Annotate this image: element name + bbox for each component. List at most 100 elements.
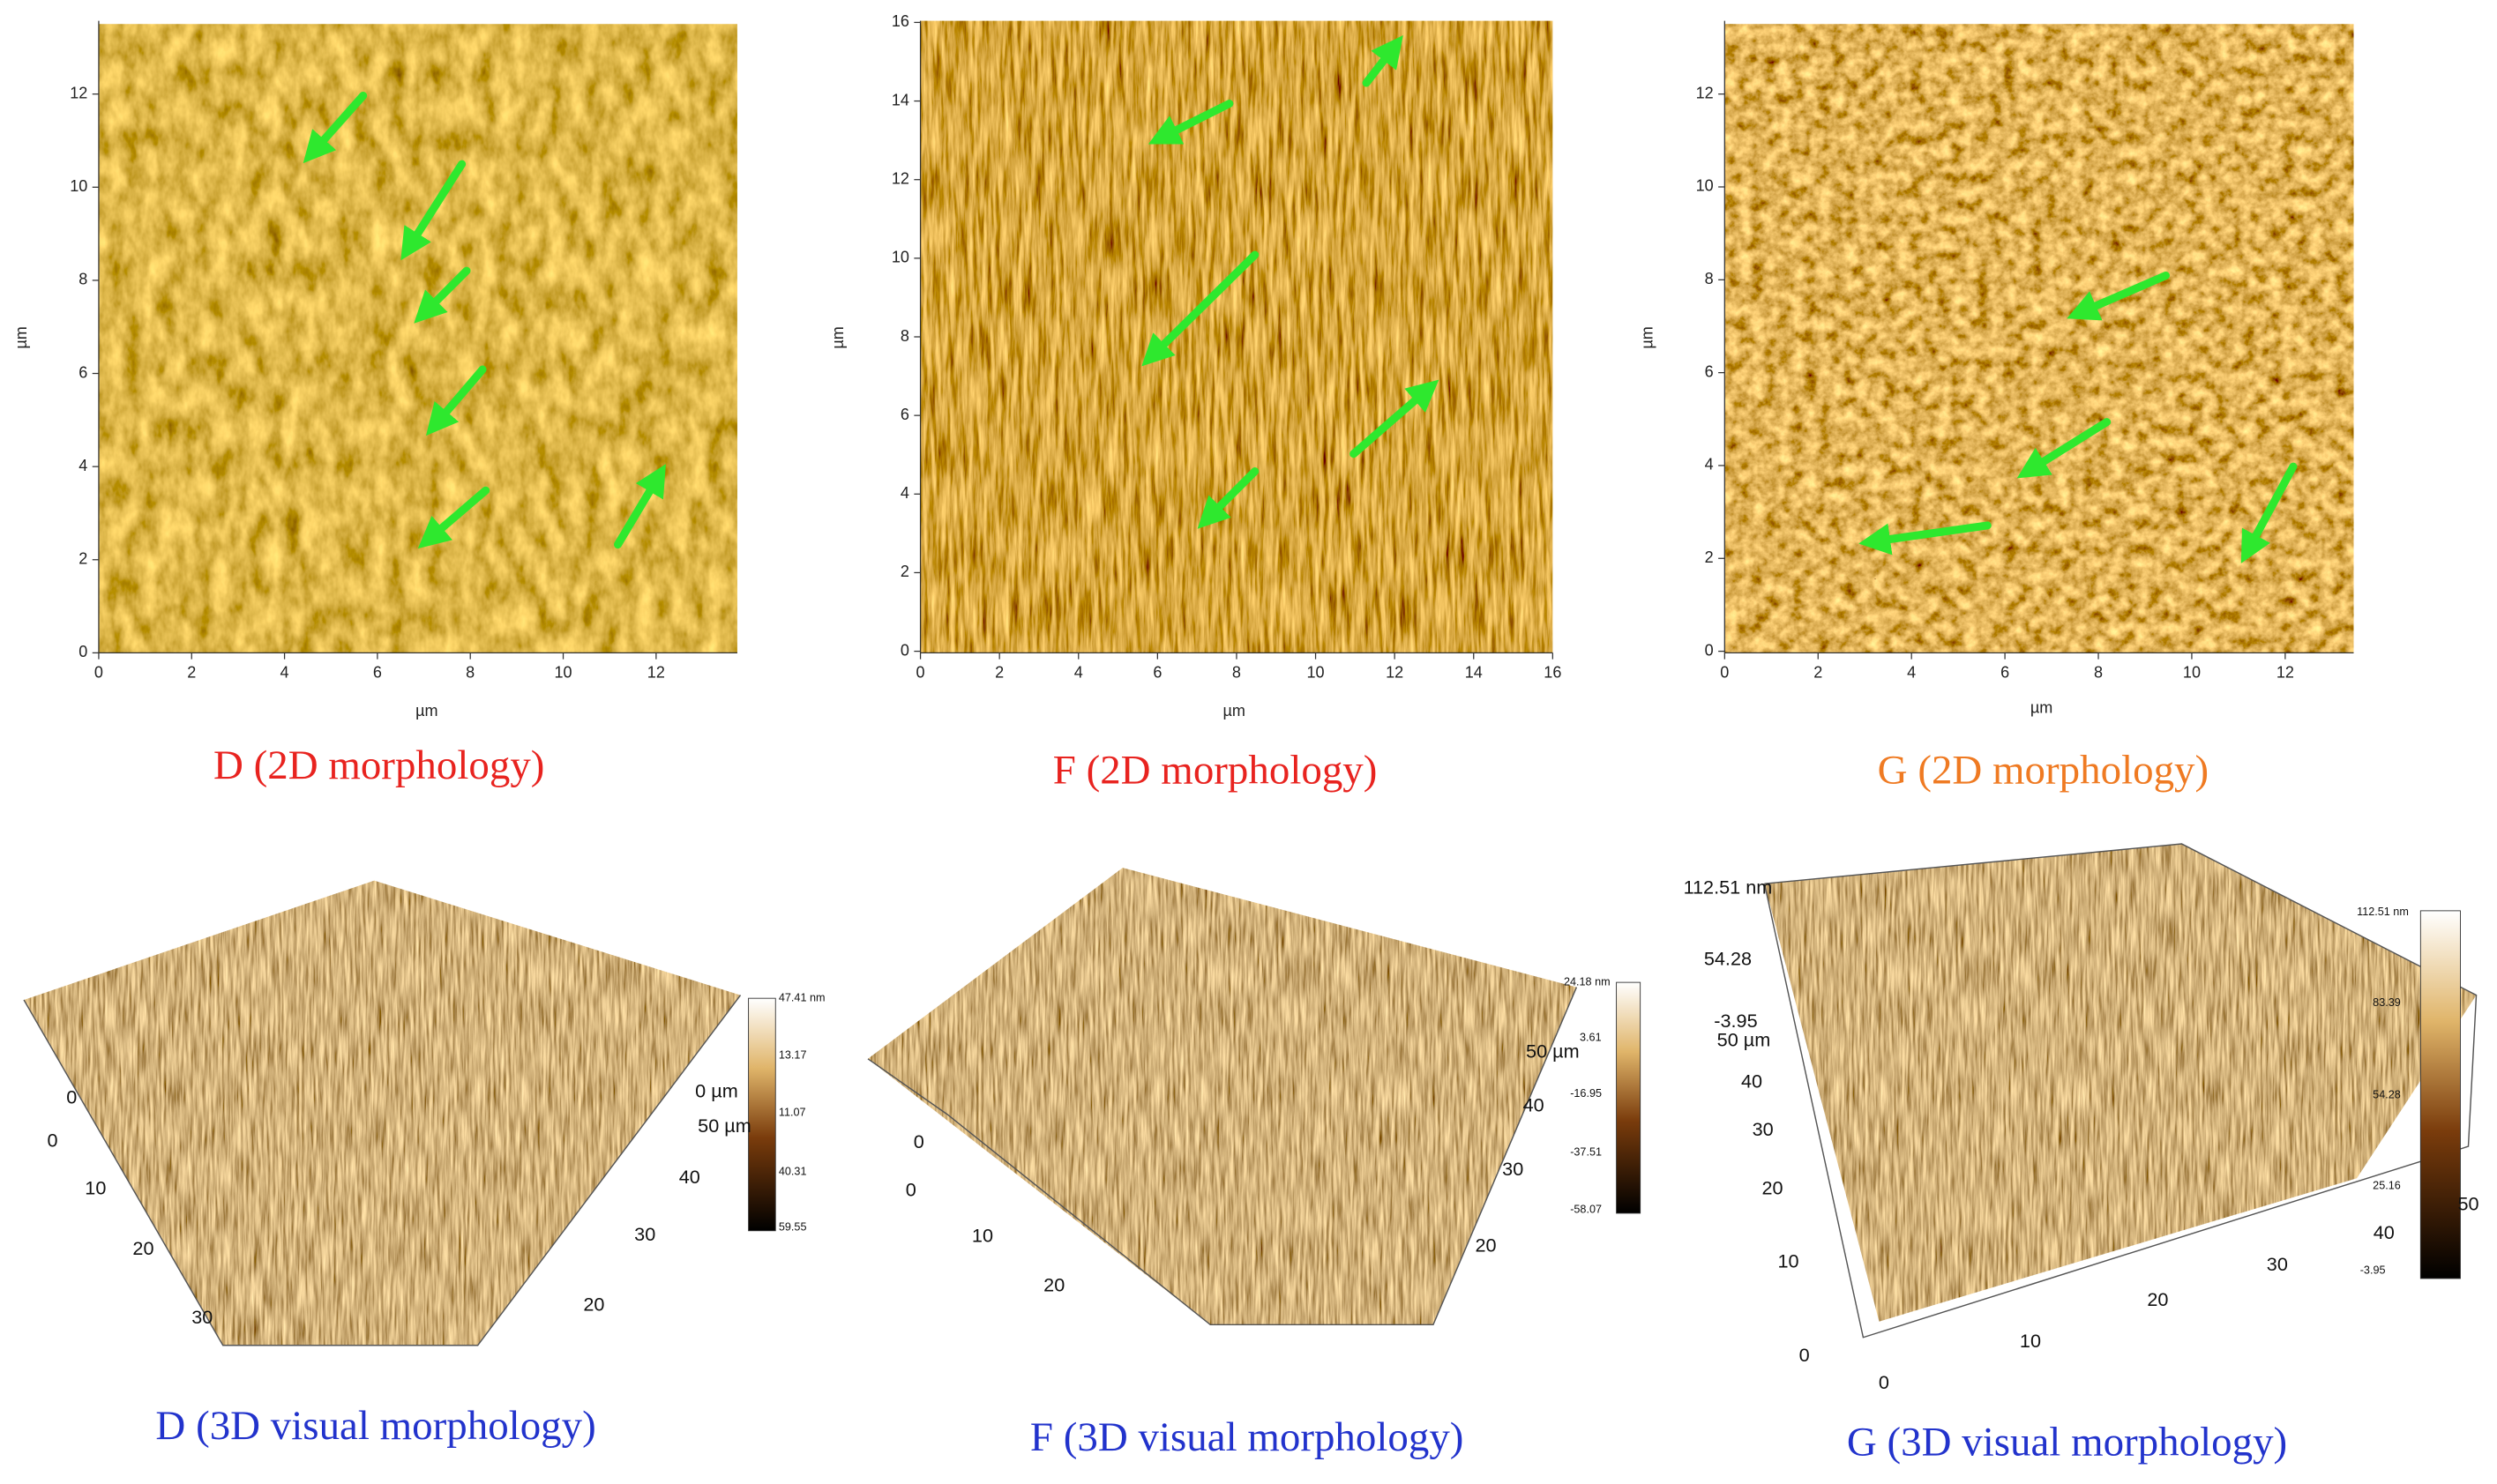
axis-label-3d: 50 µm [1717, 1029, 1771, 1051]
y-tick-label: 8 [78, 271, 87, 288]
arrows [303, 35, 2298, 563]
axis-label-3d: 50 µm [1526, 1040, 1580, 1062]
y-tick-label: 10 [892, 249, 909, 266]
x-tick-label: 14 [1465, 664, 1483, 682]
colorbar-label: -3.95 [2360, 1264, 2386, 1276]
axis-label-3d: 10 [2020, 1330, 2041, 1352]
x-tick-label: 0 [916, 664, 925, 682]
afm-image [1724, 24, 2354, 653]
axis-label-3d: 40 [679, 1166, 700, 1188]
caption: D (2D morphology) [213, 742, 544, 788]
colorbar [748, 997, 776, 1232]
caption: F (2D morphology) [1053, 747, 1378, 793]
colorbar [2419, 910, 2461, 1279]
axis-label-3d: 30 [1753, 1118, 1774, 1140]
axis-label-3d: 30 [191, 1306, 213, 1328]
x-tick-label: 8 [466, 664, 475, 682]
axis-label-3d: 0 µm [695, 1079, 738, 1101]
x-tick-label: 2 [995, 664, 1004, 682]
axis-label-3d: 0 [1879, 1371, 1889, 1393]
axis-label-3d: 0 [914, 1130, 924, 1152]
axis-label-3d: 30 [1502, 1158, 1523, 1180]
colorbar-label: -16.95 [1570, 1087, 1602, 1100]
y-tick-label: 0 [78, 643, 87, 660]
axis-label-3d: 20 [1475, 1234, 1496, 1257]
afm-image [920, 20, 1553, 653]
y-tick-label: 16 [892, 12, 909, 30]
axis-label-3d: 0 [1799, 1344, 1810, 1366]
x-tick-label: 4 [280, 664, 289, 682]
x-tick-label: 6 [2000, 664, 2009, 682]
y-tick-label: 8 [1705, 270, 1714, 287]
colorbar-label: 25.16 [2373, 1180, 2401, 1192]
caption: G (2D morphology) [1878, 747, 2209, 793]
x-tick-label: 6 [373, 664, 382, 682]
y-axis-label: µm [829, 326, 847, 348]
caption: G (3D visual morphology) [1847, 1419, 2287, 1465]
x-tick-label: 12 [1386, 664, 1403, 682]
x-axis-label: µm [415, 702, 437, 720]
y-tick-label: 2 [1705, 548, 1714, 566]
colorbar-label: -58.07 [1570, 1204, 1602, 1216]
axis-label-3d: 112.51 nm [1684, 876, 1773, 898]
y-tick-label: 10 [70, 177, 87, 195]
surface-3d [1764, 844, 2477, 1322]
x-tick-label: 8 [1232, 664, 1241, 682]
surface-3d [867, 868, 1577, 1325]
y-tick-label: 6 [901, 406, 909, 423]
axis-label-3d: 10 [972, 1225, 993, 1247]
x-tick-label: 6 [1153, 664, 1162, 682]
axis-label-3d: 20 [1043, 1274, 1065, 1296]
x-tick-label: 10 [555, 664, 572, 682]
x-tick-label: 4 [1907, 664, 1916, 682]
x-tick-label: 16 [1544, 664, 1561, 682]
y-tick-label: 6 [78, 363, 87, 381]
x-tick-label: 0 [94, 664, 103, 682]
colorbar-label: -37.51 [1570, 1146, 1602, 1159]
x-tick-label: 0 [1720, 664, 1729, 682]
y-tick-label: 2 [78, 550, 87, 568]
axis-label-3d: 10 [1778, 1250, 1799, 1272]
axis-label-3d: 20 [132, 1237, 153, 1259]
colorbar-label: 47.41 nm [779, 992, 826, 1004]
y-tick-label: 12 [70, 84, 87, 101]
x-tick-label: 2 [1813, 664, 1822, 682]
caption: D (3D visual morphology) [155, 1403, 595, 1449]
axis-label-3d: 50 [2457, 1193, 2478, 1215]
x-tick-label: 8 [2094, 664, 2103, 682]
y-tick-label: 8 [901, 327, 909, 345]
y-tick-label: 4 [901, 484, 909, 502]
x-tick-label: 12 [2276, 664, 2294, 682]
axis-label-3d: 20 [2147, 1288, 2168, 1310]
colorbar-label: 83.39 [2373, 996, 2401, 1009]
afm-image [98, 24, 737, 653]
axis-label-3d: 40 [1741, 1070, 1762, 1092]
axis-label-3d: 20 [583, 1293, 604, 1315]
axis-label-3d: 30 [634, 1223, 655, 1245]
y-tick-label: 4 [78, 457, 87, 474]
axis-label-3d: -3.95 [1714, 1010, 1757, 1032]
colorbar-label: 40.31 [779, 1165, 807, 1177]
axis-label-3d: 40 [1523, 1094, 1544, 1116]
x-axis-label: µm [2030, 698, 2052, 716]
y-tick-label: 12 [892, 169, 909, 187]
y-tick-label: 0 [1705, 641, 1714, 659]
colorbar-label: 59.55 [779, 1221, 807, 1234]
x-axis-label: µm [1223, 702, 1245, 720]
colorbar-label: 112.51 nm [2357, 906, 2409, 918]
axis-label-3d: 54.28 [1704, 948, 1752, 970]
colorbar-label: 13.17 [779, 1049, 807, 1062]
axis-label-3d: 50 µm [698, 1115, 751, 1137]
surface-3d [24, 880, 741, 1346]
y-axis-label: µm [1638, 326, 1656, 348]
colorbar-label: 24.18 nm [1564, 975, 1611, 988]
axis-label-3d: 0 [48, 1129, 58, 1151]
x-tick-label: 2 [187, 664, 196, 682]
y-tick-label: 14 [892, 91, 909, 108]
colorbar [1616, 981, 1641, 1214]
y-tick-label: 12 [1696, 84, 1714, 101]
y-tick-label: 0 [901, 641, 909, 659]
x-tick-label: 12 [647, 664, 665, 682]
axis-label-3d: 10 [85, 1177, 106, 1199]
